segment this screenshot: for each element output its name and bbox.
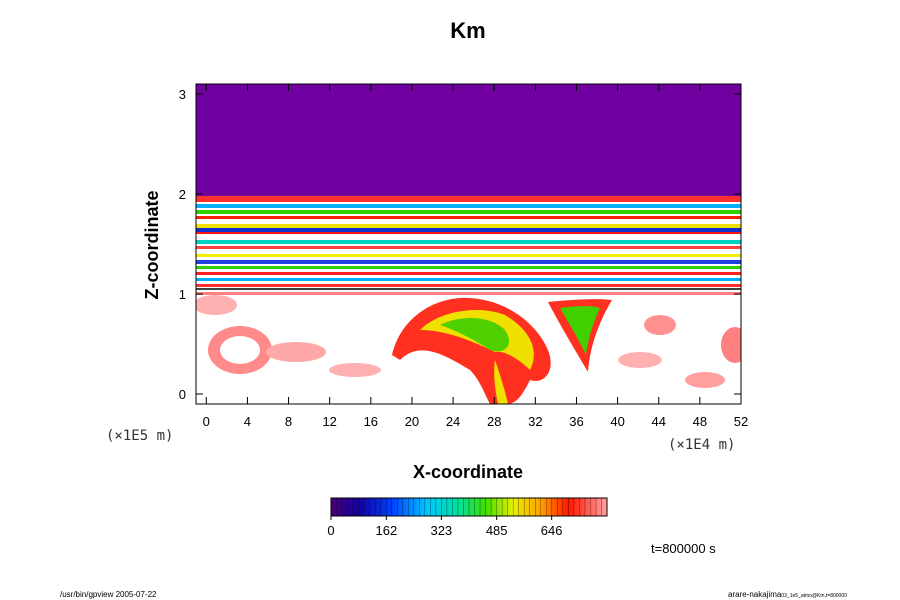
footer-right-small: 03_1e5_atmo@Km,t=800000 bbox=[781, 593, 847, 599]
upper-uniform-region bbox=[196, 84, 741, 196]
x-tick-label: 52 bbox=[734, 414, 748, 429]
plot-frame bbox=[195, 83, 742, 405]
y-tick-label: 2 bbox=[179, 187, 186, 202]
turbulent-band bbox=[196, 196, 741, 295]
x-tick-label: 0 bbox=[203, 414, 210, 429]
x-tick-label: 16 bbox=[364, 414, 378, 429]
colorbar-tick-label: 646 bbox=[541, 523, 563, 538]
x-tick-label: 44 bbox=[652, 414, 666, 429]
x-scale-note: (×1E4 m) bbox=[668, 437, 735, 453]
y-axis-label: Z-coordinate bbox=[142, 190, 162, 299]
x-tick-label: 24 bbox=[446, 414, 460, 429]
x-tick-label: 8 bbox=[285, 414, 292, 429]
heatmap-field bbox=[196, 84, 741, 404]
y-tick-label: 1 bbox=[179, 287, 186, 302]
x-tick-label: 20 bbox=[405, 414, 419, 429]
colorbar-tick-label: 162 bbox=[375, 523, 397, 538]
x-axis: 0 4 8 12 16 20 24 28 32 36 40 44 48 52 bbox=[203, 84, 748, 429]
y-axis: 0 1 2 3 bbox=[179, 87, 741, 402]
footer-right: arare-nakajima03_1e5_atmo@Km,t=800000 bbox=[728, 590, 847, 599]
x-tick-label: 40 bbox=[610, 414, 624, 429]
x-tick-label: 32 bbox=[528, 414, 542, 429]
x-tick-label: 28 bbox=[487, 414, 501, 429]
colorbar-tick-label: 0 bbox=[327, 523, 334, 538]
x-axis-label: X-coordinate bbox=[413, 462, 523, 482]
x-tick-label: 48 bbox=[693, 414, 707, 429]
x-tick-label: 4 bbox=[244, 414, 251, 429]
colorbar-tick-label: 485 bbox=[486, 523, 508, 538]
colorbar-tick-label: 323 bbox=[430, 523, 452, 538]
x-tick-label: 36 bbox=[569, 414, 583, 429]
y-scale-note: (×1E5 m) bbox=[106, 428, 173, 444]
time-label: t=800000 s bbox=[651, 541, 716, 556]
colorbar-dividers bbox=[336, 498, 602, 516]
y-tick-label: 0 bbox=[179, 387, 186, 402]
y-tick-label: 3 bbox=[179, 87, 186, 102]
footer-right-main: arare-nakajima bbox=[728, 590, 782, 599]
colorbar-frame bbox=[330, 497, 608, 517]
colorbar-ticks: 0 162 323 485 646 bbox=[327, 516, 563, 538]
chart-title: Km bbox=[450, 18, 485, 43]
x-tick-label: 12 bbox=[322, 414, 336, 429]
plume-structures bbox=[196, 295, 741, 404]
footer-left: /usr/bin/gpview 2005-07-22 bbox=[60, 590, 157, 599]
